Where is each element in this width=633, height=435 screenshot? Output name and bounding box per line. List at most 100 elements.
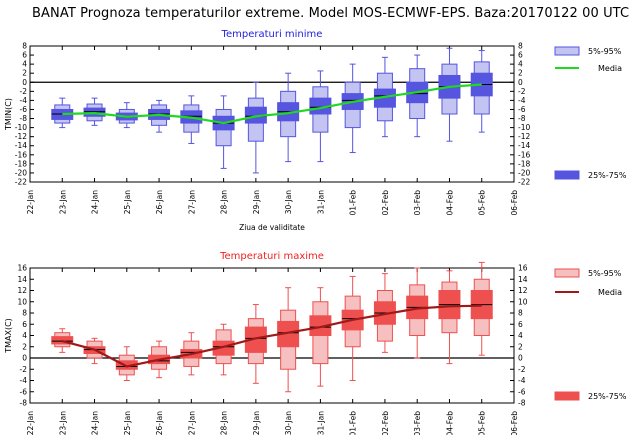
y-tick-label-right: -6 — [518, 387, 526, 396]
y-tick-label-left: -22 — [15, 178, 27, 187]
x-tick-label: 03-Feb — [413, 190, 422, 216]
x-tick-label: 31-Jan — [316, 411, 325, 435]
y-tick-label-right: 4 — [518, 331, 523, 340]
y-tick-label-left: -18 — [15, 159, 27, 168]
legend-swatch-25-75 — [554, 391, 580, 401]
y-tick-label-right: -22 — [518, 178, 530, 187]
y-tick-label-left: -16 — [15, 150, 27, 159]
legend-swatch-5-95 — [554, 46, 580, 56]
x-tick-label: 05-Feb — [478, 411, 487, 435]
y-tick-label-right: -8 — [518, 114, 526, 123]
box-23-Jan — [51, 328, 74, 353]
y-tick-label-left: -14 — [15, 141, 27, 150]
y-tick-label-left: -4 — [20, 376, 28, 385]
y-tick-label-right: -4 — [518, 96, 526, 105]
box-04-Feb — [438, 270, 461, 365]
box-03-Feb — [406, 267, 429, 359]
x-tick-label: 31-Jan — [316, 190, 325, 214]
x-tick-label: 01-Feb — [349, 190, 358, 216]
y-axis-label: TMIN(C) — [4, 98, 13, 131]
y-tick-label-left: 0 — [22, 354, 27, 363]
y-tick-label-right: 8 — [518, 309, 523, 318]
legend-label-media: Media — [598, 288, 622, 297]
x-tick-label: 03-Feb — [413, 411, 422, 435]
x-tick-label: 02-Feb — [381, 190, 390, 216]
iqr-box-25-75 — [244, 326, 267, 353]
box-31-Jan — [309, 287, 332, 387]
y-tick-label-right: -12 — [518, 132, 530, 141]
chart-title: Temperaturi maxime — [219, 251, 324, 262]
x-tick-label: 27-Jan — [187, 190, 196, 214]
box-30-Jan — [277, 287, 300, 393]
x-tick-label: 04-Feb — [445, 190, 454, 216]
y-tick-label-left: 10 — [17, 297, 27, 306]
y-tick-label-left: -2 — [20, 87, 28, 96]
box-02-Feb — [373, 273, 396, 353]
y-tick-label-left: 2 — [22, 69, 27, 78]
box-29-Jan — [244, 304, 267, 384]
x-tick-label: 25-Jan — [123, 190, 132, 214]
iqr-box-25-75 — [51, 336, 74, 345]
y-tick-label-right: -20 — [518, 168, 530, 177]
y-tick-label-left: -6 — [20, 105, 28, 114]
mean-line — [62, 83, 482, 125]
x-tick-label: 27-Jan — [187, 411, 196, 435]
y-tick-label-right: -16 — [518, 150, 530, 159]
y-tick-label-right: -4 — [518, 376, 526, 385]
x-tick-label: 06-Feb — [510, 411, 519, 435]
x-tick-label: 05-Feb — [478, 190, 487, 216]
legend-label-5-95: 5%-95% — [588, 269, 622, 278]
box-04-Feb — [438, 47, 461, 142]
x-tick-label: 02-Feb — [381, 411, 390, 435]
y-tick-label-right: 12 — [518, 286, 528, 295]
legend-label-media: Media — [598, 64, 622, 73]
x-tick-label: 30-Jan — [284, 190, 293, 214]
y-tick-label-left: 2 — [22, 342, 27, 351]
y-tick-label-left: -12 — [15, 132, 27, 141]
x-tick-label: 24-Jan — [91, 411, 100, 435]
chart-temperaturi-maxime: Temperaturi maxime 16 16 14 14 12 12 10 10 8 8 6 6 4 4… — [4, 251, 627, 435]
box-30-Jan — [277, 72, 300, 163]
legend-label-25-75: 25%-75% — [588, 392, 627, 401]
x-tick-label: 06-Feb — [510, 190, 519, 216]
x-tick-label: 25-Jan — [123, 411, 132, 435]
chart-title: Temperaturi minime — [221, 29, 323, 40]
legend-label-5-95: 5%-95% — [588, 47, 622, 56]
y-tick-label-right: -2 — [518, 87, 526, 96]
y-tick-label-left: 16 — [17, 264, 27, 273]
x-tick-label: 01-Feb — [349, 411, 358, 435]
x-axis-label: Ziua de validitate — [239, 223, 305, 232]
y-tick-label-right: -14 — [518, 141, 530, 150]
x-tick-label: 22-Jan — [26, 411, 35, 435]
y-tick-label-left: -4 — [20, 96, 28, 105]
x-tick-label: 26-Jan — [155, 190, 164, 214]
y-tick-label-right: 2 — [518, 69, 523, 78]
x-tick-label: 23-Jan — [58, 411, 67, 435]
y-tick-label-left: -8 — [20, 399, 28, 408]
y-tick-label-right: 8 — [518, 42, 523, 51]
x-tick-label: 29-Jan — [252, 190, 261, 214]
mean-line — [62, 304, 482, 368]
y-tick-label-left: -2 — [20, 365, 28, 374]
y-tick-label-right: 2 — [518, 342, 523, 351]
y-tick-label-right: -8 — [518, 399, 526, 408]
y-tick-label-left: -8 — [20, 114, 28, 123]
box-05-Feb — [470, 261, 493, 356]
y-tick-label-left: -6 — [20, 387, 28, 396]
box-24-Jan — [83, 97, 106, 126]
box-05-Feb — [470, 50, 493, 133]
y-tick-label-right: 6 — [518, 320, 523, 329]
x-tick-label: 26-Jan — [155, 411, 164, 435]
y-tick-label-right: 0 — [518, 354, 523, 363]
y-tick-label-right: 14 — [518, 275, 528, 284]
y-tick-label-left: -10 — [15, 123, 27, 132]
y-tick-label-left: 6 — [22, 320, 27, 329]
x-tick-label: 22-Jan — [26, 190, 35, 214]
y-tick-label-left: 6 — [22, 51, 27, 60]
x-tick-label: 23-Jan — [58, 190, 67, 214]
box-03-Feb — [406, 54, 429, 138]
y-tick-label-left: 4 — [22, 331, 27, 340]
y-tick-label-right: 0 — [518, 78, 523, 87]
y-tick-label-left: 0 — [22, 78, 27, 87]
